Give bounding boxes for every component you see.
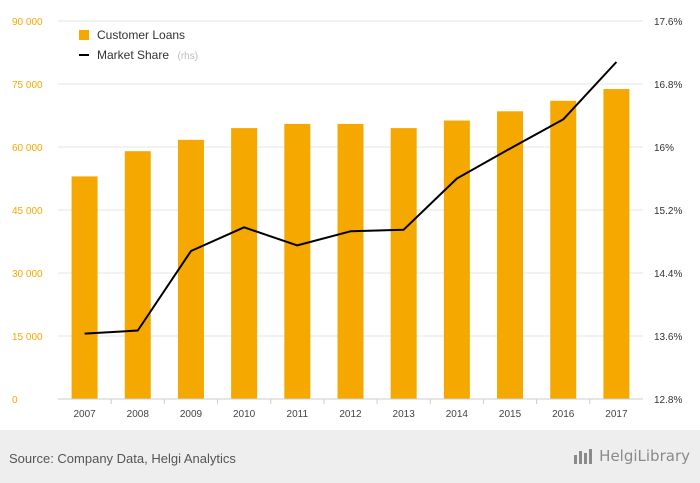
- bar-2014: [443, 120, 470, 399]
- bar-2010: [231, 128, 258, 399]
- x-tick-label: 2016: [552, 409, 575, 420]
- y-right-tick-label: 15.2%: [654, 206, 682, 217]
- y-left-tick-label: 75 000: [12, 80, 43, 91]
- y-right-tick-label: 17.6%: [654, 17, 682, 28]
- chart: 0 12.8% 15 000 13.6% 30 000 14.4% 45 000 15.2% 6…: [12, 17, 682, 420]
- legend-label-customer-loans: Customer Loans: [97, 28, 185, 42]
- y-right-tick-label: 14.4%: [654, 269, 682, 280]
- x-tick-label: 2008: [127, 409, 150, 420]
- x-tick-label: 2011: [287, 409, 309, 420]
- y-right-tick-label: 13.6%: [654, 332, 682, 343]
- x-tick-label: 2014: [446, 409, 469, 420]
- y-right-tick-label: 16%: [654, 143, 674, 154]
- logo-text: HelgiLibrary: [599, 447, 690, 465]
- y-left-tick-label: 60 000: [12, 143, 43, 154]
- y-left-tick-label: 90 000: [12, 17, 43, 28]
- y-right-tick-label: 16.8%: [654, 80, 682, 91]
- x-tick-label: 2007: [73, 409, 96, 420]
- axes: 0 12.8% 15 000 13.6% 30 000 14.4% 45 000 15.2% 6…: [12, 17, 682, 420]
- x-tick-label: 2012: [339, 409, 362, 420]
- source-text: Source: Company Data, Helgi Analytics: [9, 451, 236, 466]
- footer: Source: Company Data, Helgi Analytics He…: [0, 430, 700, 483]
- legend-label-market-share-name: Market Share: [97, 48, 169, 62]
- market-share-line: [84, 61, 618, 335]
- bar-2015: [497, 111, 524, 400]
- line-series-market-share: [84, 61, 618, 335]
- x-tick-label: 2013: [393, 409, 416, 420]
- legend-label-market-share-suffix: (rhs): [177, 51, 198, 62]
- helgi-library-logo[interactable]: HelgiLibrary: [573, 447, 690, 465]
- helgi-logo-icon: [574, 449, 593, 464]
- y-left-tick-label: 0: [12, 395, 18, 406]
- legend-swatch-customer-loans: [79, 30, 89, 40]
- bar-2017: [603, 89, 630, 399]
- x-tick-label: 2010: [233, 409, 256, 420]
- bar-2007: [71, 176, 98, 399]
- y-left-tick-label: 30 000: [12, 269, 43, 280]
- legend-label-market-share: Market Share (rhs): [97, 46, 198, 63]
- bar-series-customer-loans: [71, 89, 630, 400]
- x-tick-label: 2015: [499, 409, 522, 420]
- x-tick-label: 2009: [180, 409, 203, 420]
- bar-2008: [124, 151, 151, 399]
- bar-2011: [284, 123, 311, 400]
- y-right-tick-label: 12.8%: [654, 395, 682, 406]
- y-left-tick-label: 45 000: [12, 206, 43, 217]
- legend: Customer Loans Market Share (rhs): [79, 28, 198, 63]
- bar-2013: [390, 128, 417, 399]
- x-tick-label: 2017: [605, 409, 628, 420]
- bar-2009: [177, 139, 204, 400]
- y-left-tick-label: 15 000: [12, 332, 43, 343]
- bar-2016: [550, 100, 577, 400]
- bar-2012: [337, 123, 364, 400]
